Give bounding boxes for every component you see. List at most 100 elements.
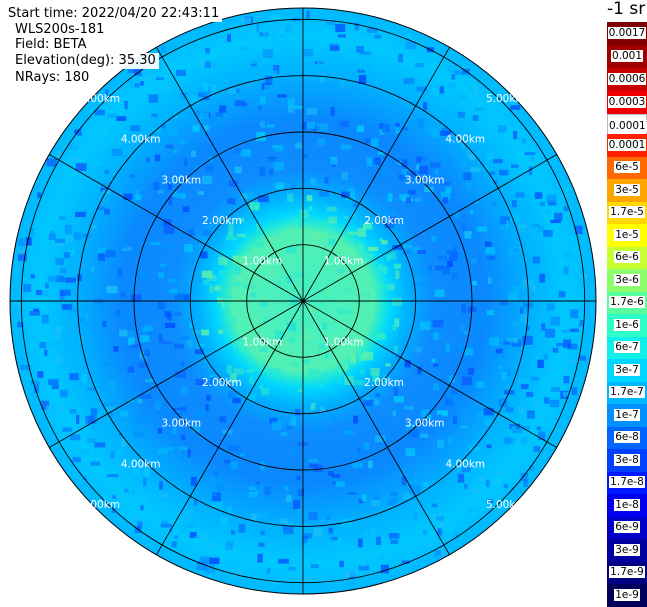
speckle-cell bbox=[487, 152, 493, 161]
speckle-cell bbox=[281, 340, 290, 347]
speckle-cell bbox=[56, 150, 63, 159]
speckle-cell bbox=[230, 461, 239, 469]
speckle-cell bbox=[548, 200, 557, 206]
speckle-cell bbox=[401, 159, 408, 168]
speckle-cell bbox=[393, 263, 401, 269]
colorbar-entry: 0.0003 bbox=[607, 91, 647, 114]
speckle-cell bbox=[239, 217, 245, 223]
speckle-cell bbox=[249, 492, 259, 498]
speckle-cell bbox=[432, 503, 438, 508]
speckle-cell bbox=[213, 471, 219, 476]
range-ring-label: 3.00km bbox=[161, 418, 201, 430]
speckle-cell bbox=[284, 485, 289, 491]
speckle-cell bbox=[366, 157, 376, 166]
speckle-cell bbox=[390, 251, 397, 259]
speckle-cell bbox=[71, 315, 78, 322]
speckle-cell bbox=[404, 406, 415, 410]
speckle-cell bbox=[353, 300, 362, 305]
speckle-cell bbox=[168, 278, 176, 284]
speckle-cell bbox=[320, 406, 325, 413]
speckle-cell bbox=[512, 286, 521, 294]
speckle-cell bbox=[563, 392, 570, 397]
speckle-cell bbox=[53, 240, 64, 247]
speckle-cell bbox=[104, 170, 109, 174]
colorbar-entry: 1e-5 bbox=[607, 224, 647, 247]
speckle-cell bbox=[512, 429, 523, 433]
speckle-cell bbox=[375, 435, 386, 443]
speckle-cell bbox=[280, 518, 288, 524]
speckle-cell bbox=[257, 513, 268, 518]
speckle-cell bbox=[200, 251, 208, 259]
speckle-cell bbox=[319, 191, 329, 197]
speckle-cell bbox=[308, 368, 320, 377]
nrays-label: NRays: 180 bbox=[12, 70, 93, 86]
speckle-cell bbox=[97, 206, 106, 211]
speckle-cell bbox=[499, 216, 511, 225]
speckle-cell bbox=[552, 347, 559, 353]
colorbar-entry: 0.001 bbox=[607, 45, 647, 68]
colorbar-entry: 6e-5 bbox=[607, 156, 647, 179]
speckle-cell bbox=[202, 82, 209, 92]
speckle-cell bbox=[513, 131, 517, 140]
colorbar-entry: 0.0017 bbox=[607, 22, 647, 45]
speckle-cell bbox=[544, 328, 555, 338]
speckle-cell bbox=[509, 213, 520, 223]
speckle-cell bbox=[328, 471, 334, 476]
speckle-cell bbox=[162, 59, 172, 63]
speckle-cell bbox=[298, 222, 302, 228]
speckle-cell bbox=[202, 279, 210, 285]
speckle-cell bbox=[387, 216, 397, 225]
speckle-cell bbox=[306, 107, 318, 115]
instrument-label: WLS200s-181 bbox=[12, 22, 108, 38]
speckle-cell bbox=[81, 373, 87, 383]
scan-speckle bbox=[11, 10, 589, 586]
range-ring-label: 1.00km bbox=[243, 255, 283, 267]
speckle-cell bbox=[35, 181, 45, 185]
speckle-cell bbox=[308, 458, 319, 463]
speckle-cell bbox=[309, 206, 313, 211]
speckle-cell bbox=[501, 350, 505, 359]
speckle-cell bbox=[169, 177, 180, 185]
speckle-cell bbox=[173, 311, 182, 316]
speckle-cell bbox=[140, 504, 144, 511]
speckle-cell bbox=[54, 358, 63, 363]
speckle-cell bbox=[374, 34, 381, 39]
speckle-cell bbox=[189, 323, 194, 328]
speckle-cell bbox=[423, 102, 428, 111]
speckle-cell bbox=[248, 191, 254, 200]
azimuth-spoke bbox=[302, 154, 557, 302]
speckle-cell bbox=[190, 476, 197, 486]
speckle-cell bbox=[209, 522, 219, 527]
speckle-cell bbox=[249, 203, 254, 212]
speckle-cell bbox=[324, 352, 329, 359]
colorbar-label: 1e-8 bbox=[614, 498, 640, 511]
speckle-cell bbox=[100, 187, 107, 192]
colorbar-entry: 3e-5 bbox=[607, 179, 647, 202]
colorbar-entry: 1.7e-7 bbox=[607, 381, 647, 404]
speckle-cell bbox=[514, 361, 525, 368]
speckle-cell bbox=[260, 131, 264, 139]
speckle-cell bbox=[466, 182, 472, 188]
speckle-cell bbox=[55, 258, 64, 266]
speckle-cell bbox=[518, 407, 524, 414]
speckle-cell bbox=[249, 376, 254, 385]
speckle-cell bbox=[500, 300, 509, 306]
speckle-cell bbox=[357, 228, 367, 237]
speckle-cell bbox=[111, 148, 123, 156]
speckle-cell bbox=[451, 272, 458, 280]
speckle-cell bbox=[413, 511, 417, 520]
speckle-cell bbox=[163, 500, 167, 507]
azimuth-spoke bbox=[156, 300, 304, 555]
speckle-cell bbox=[181, 94, 187, 100]
speckle-cell bbox=[422, 482, 429, 487]
speckle-cell bbox=[233, 368, 244, 375]
speckle-cell bbox=[390, 491, 398, 497]
speckle-cell bbox=[188, 229, 194, 236]
speckle-cell bbox=[59, 406, 65, 411]
speckle-cell bbox=[187, 339, 192, 348]
speckle-cell bbox=[511, 164, 519, 168]
speckle-cell bbox=[358, 75, 367, 84]
speckle-cell bbox=[120, 439, 128, 448]
colorbar-entry: 6e-6 bbox=[607, 246, 647, 269]
speckle-cell bbox=[161, 124, 166, 129]
